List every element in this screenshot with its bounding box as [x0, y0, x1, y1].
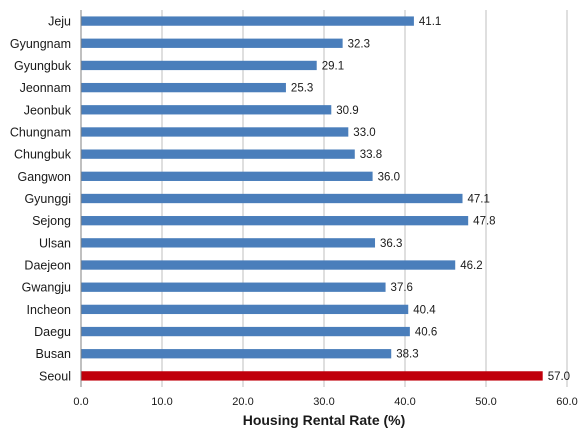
- category-label: Jeonbuk: [24, 103, 72, 117]
- category-label: Incheon: [27, 303, 72, 317]
- value-label: 40.6: [415, 327, 437, 339]
- bar-chungbuk: [81, 149, 355, 159]
- value-label: 57.0: [548, 371, 570, 383]
- bar-daejeon: [81, 260, 456, 270]
- x-tick-label: 30.0: [313, 396, 334, 408]
- category-label: Jeonnam: [20, 81, 71, 95]
- category-label: Daegu: [34, 325, 71, 339]
- bar-gyungbuk: [81, 60, 317, 71]
- value-label: 41.1: [419, 16, 441, 28]
- x-tick-label: 0.0: [73, 396, 88, 408]
- x-tick-label: 10.0: [151, 396, 172, 408]
- category-label: Seoul: [39, 369, 71, 383]
- bar-ulsan: [81, 238, 376, 248]
- x-tick-label: 40.0: [394, 396, 415, 408]
- category-label: Gwangju: [22, 281, 71, 295]
- value-label: 32.3: [348, 38, 370, 50]
- category-label: Gangwon: [17, 170, 71, 184]
- value-label: 29.1: [322, 60, 344, 72]
- category-label: Busan: [36, 347, 71, 361]
- category-label: Sejong: [32, 214, 71, 228]
- bar-sejong: [81, 216, 469, 226]
- bar-seoul: [81, 371, 543, 381]
- bar-busan: [81, 349, 392, 359]
- bar-jeju: [81, 16, 414, 26]
- value-label: 46.2: [460, 260, 482, 272]
- bar-jeonbuk: [81, 105, 332, 115]
- bar-jeonnam: [81, 82, 286, 93]
- bar-gwangju: [81, 282, 386, 292]
- value-label: 25.3: [291, 83, 313, 95]
- value-label: 36.3: [380, 238, 402, 250]
- value-label: 30.9: [336, 105, 358, 117]
- x-tick-label: 60.0: [556, 396, 577, 408]
- x-axis-title: Housing Rental Rate (%): [243, 412, 406, 428]
- bars: [81, 16, 543, 381]
- category-label: Chungbuk: [14, 148, 72, 162]
- category-label: Ulsan: [39, 236, 71, 250]
- bar-gangwon: [81, 171, 373, 181]
- bar-gyungnam: [81, 38, 343, 48]
- x-tick-label: 50.0: [475, 396, 496, 408]
- category-label: Gyunggi: [24, 192, 71, 206]
- x-tick-label: 20.0: [232, 396, 253, 408]
- value-label: 47.1: [468, 194, 490, 206]
- bar-chungnam: [81, 127, 349, 137]
- value-label: 36.0: [378, 171, 400, 183]
- category-label: Jeju: [48, 15, 71, 29]
- category-labels: Jeju Gyungnam Gyungbuk Jeonnam Jeonbuk Chungn…: [10, 15, 72, 384]
- bar-incheon: [81, 304, 409, 315]
- value-label: 40.4: [413, 304, 436, 316]
- value-labels: 41.1 32.3 29.1 25.3 30.9 33.0 33.8 36.0 47.1 47.8…: [291, 16, 570, 383]
- x-tick-labels: 0.0 10.0 20.0 30.0 40.0 50.0 60.0: [73, 396, 577, 408]
- value-label: 33.0: [353, 127, 375, 139]
- value-label: 38.3: [396, 349, 418, 361]
- category-label: Chungnam: [10, 125, 71, 139]
- bar-daegu: [81, 326, 410, 337]
- category-label: Gyungnam: [10, 37, 71, 51]
- value-label: 37.6: [391, 282, 413, 294]
- category-label: Gyungbuk: [14, 59, 72, 73]
- value-label: 47.8: [473, 216, 495, 228]
- value-label: 33.8: [360, 149, 382, 161]
- bar-gyunggi: [81, 193, 463, 204]
- category-label: Daejeon: [24, 259, 71, 273]
